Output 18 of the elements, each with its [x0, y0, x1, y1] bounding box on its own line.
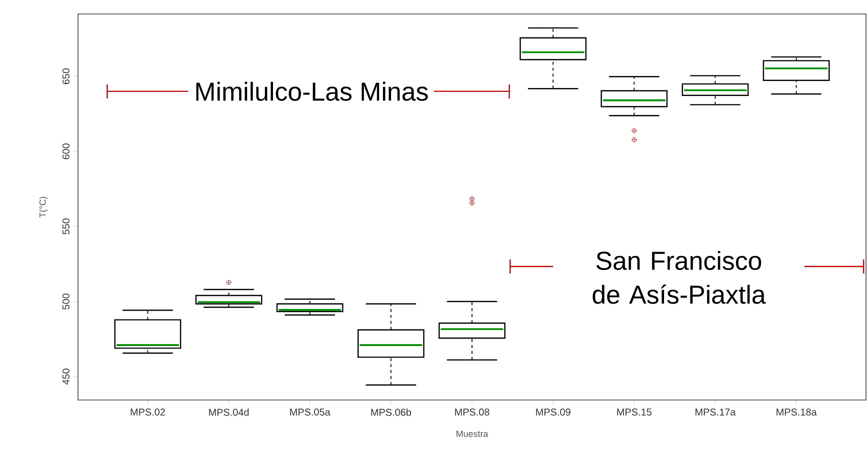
- x-axis-title: Muestra: [456, 430, 488, 437]
- y-tick-label: 500: [62, 294, 70, 310]
- x-tick-label: MPS.17a: [696, 408, 736, 416]
- x-tick-label: MPS.15: [617, 408, 652, 416]
- y-tick-label: 550: [62, 218, 70, 234]
- y-tick-label: 600: [62, 143, 70, 160]
- x-tick-label: MPS.02: [130, 408, 165, 416]
- x-tick-label: MPS.06b: [371, 408, 412, 416]
- x-tick-label: MPS.18a: [776, 408, 817, 416]
- y-tick-label: 450: [62, 368, 70, 385]
- x-tick-label: MPS.05a: [290, 408, 330, 416]
- y-axis-title: T(°C): [39, 196, 48, 218]
- y-tick-label: 650: [62, 68, 70, 84]
- annotation: Mimilulco-Las Minas: [196, 82, 428, 101]
- x-tick-label: MPS.08: [455, 408, 490, 416]
- x-tick-label: MPS.04d: [209, 408, 249, 416]
- annotation: San Francisco de Asís-Piaxtla: [592, 250, 766, 304]
- x-tick-label: MPS.09: [536, 408, 570, 416]
